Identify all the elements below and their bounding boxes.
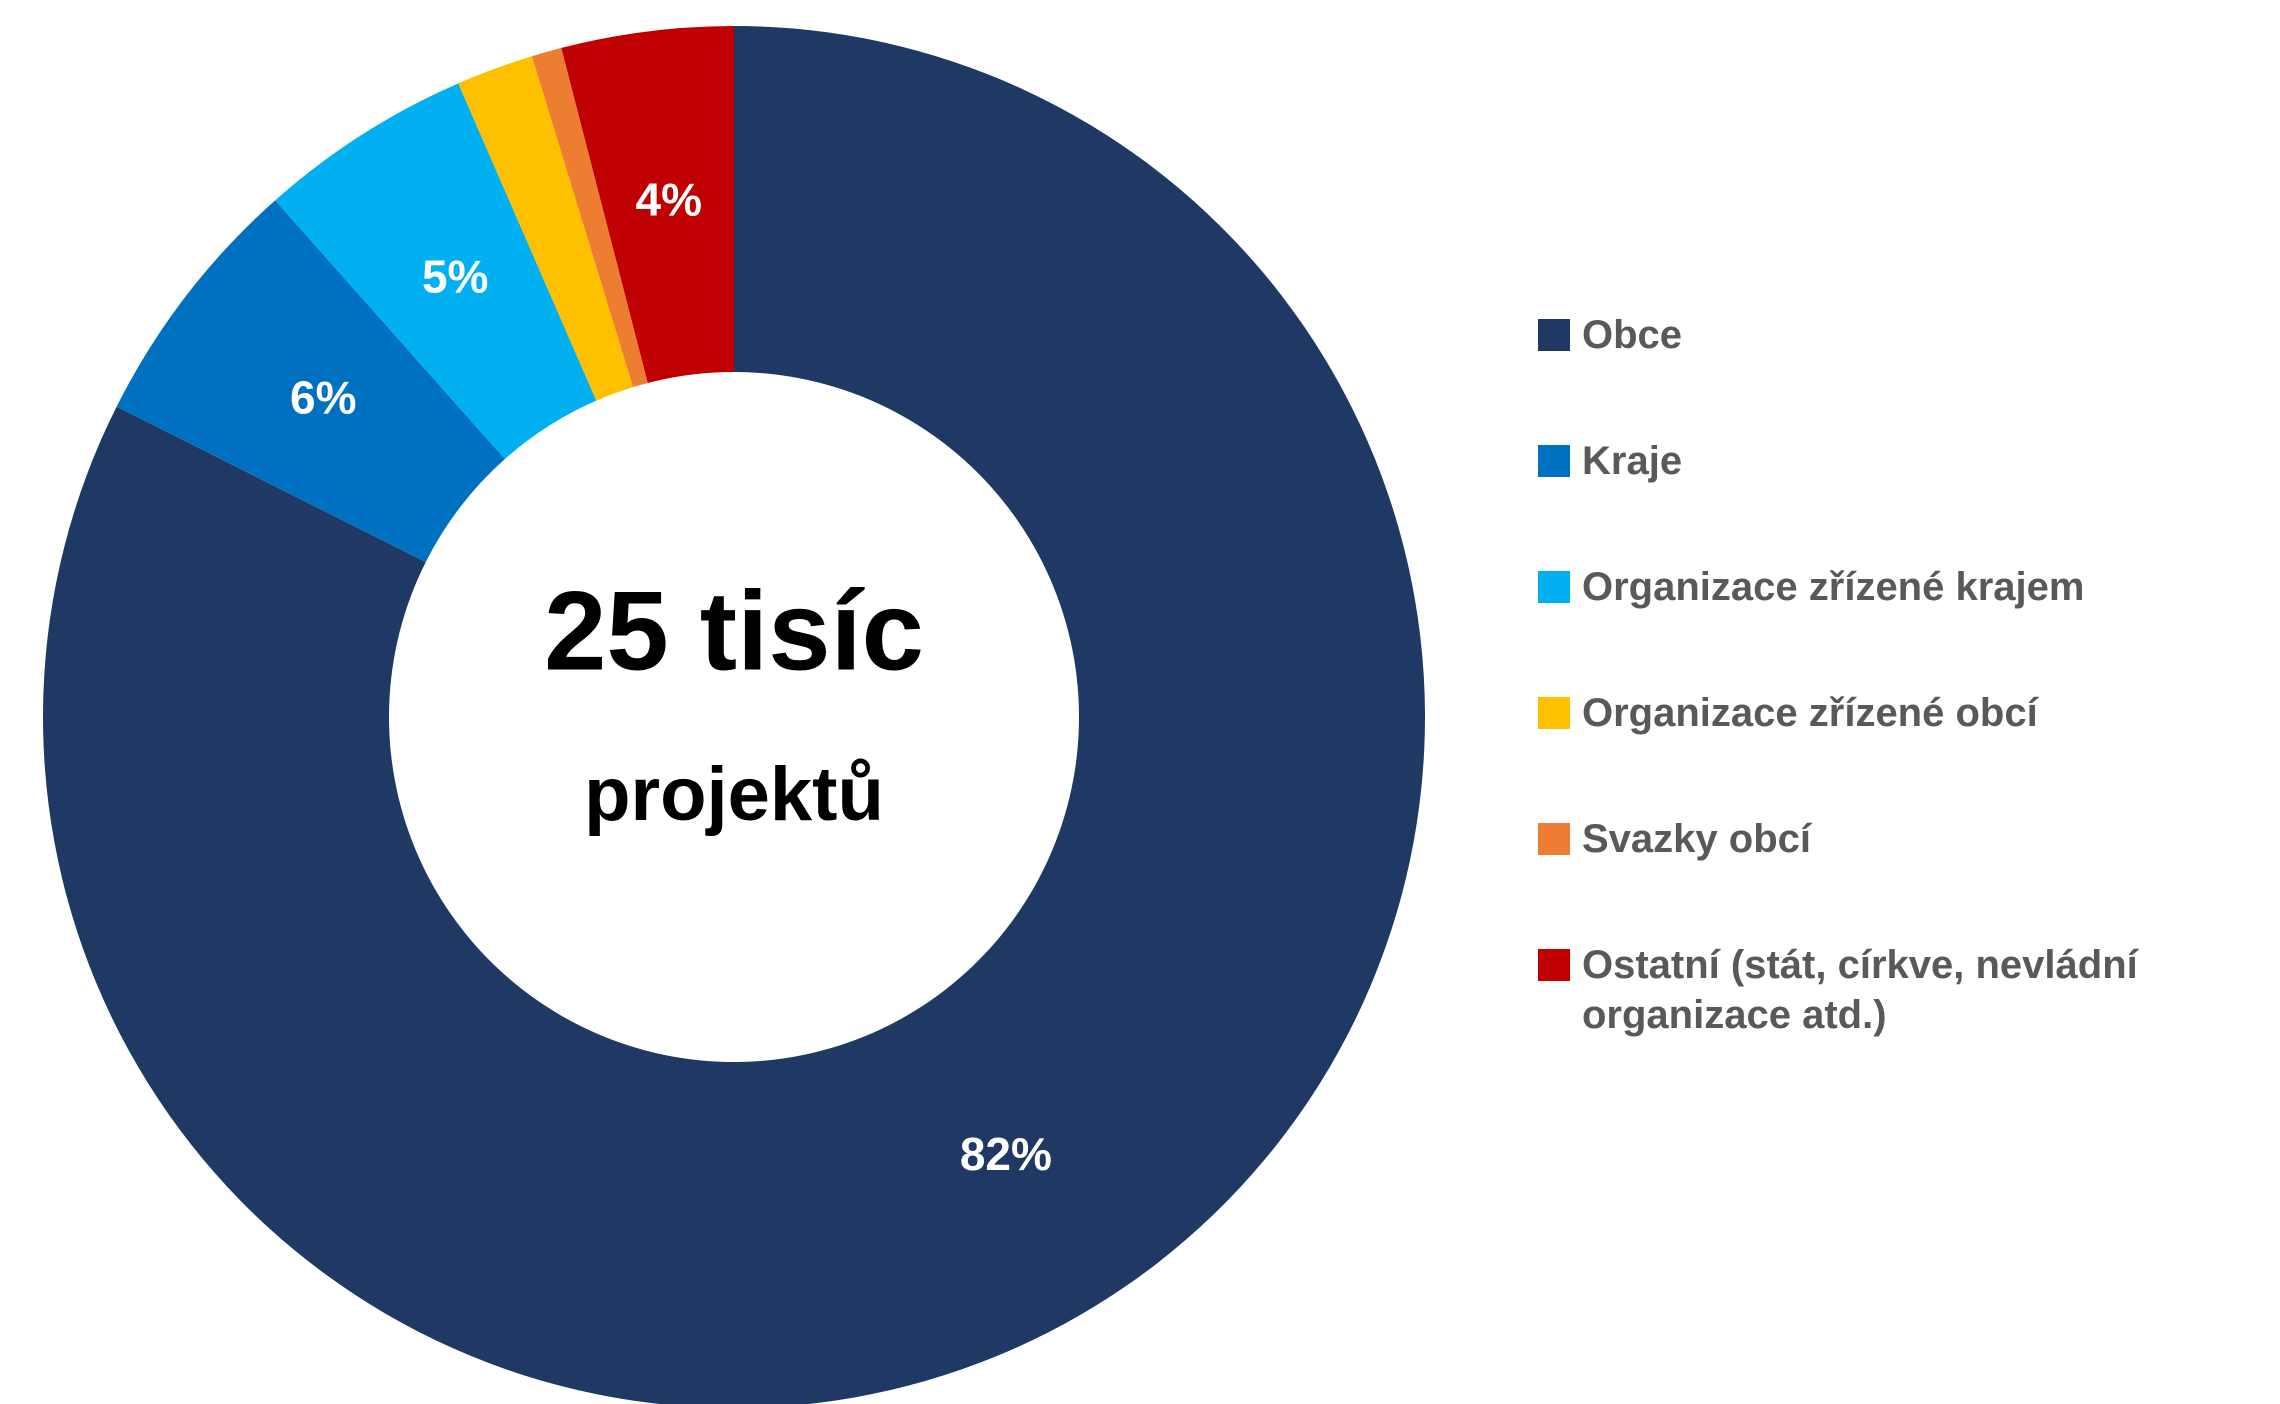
legend-item: Kraje bbox=[1538, 436, 2278, 562]
legend-label: Ostatní (stát, církve, nevládní organiza… bbox=[1582, 943, 2138, 1037]
value-label: 5% bbox=[422, 251, 488, 303]
legend-label: Kraje bbox=[1582, 439, 1683, 483]
value-label: 4% bbox=[636, 173, 702, 225]
legend-item: Organizace zřízené obcí bbox=[1538, 688, 2278, 814]
legend-swatch bbox=[1538, 445, 1570, 477]
legend-swatch bbox=[1538, 697, 1570, 729]
legend-item: Organizace zřízené krajem bbox=[1538, 562, 2278, 688]
legend-swatch bbox=[1538, 823, 1570, 855]
slice bbox=[275, 83, 597, 460]
legend-swatch bbox=[1538, 949, 1570, 981]
legend: Obce Kraje Organizace zřízené krajem Organi… bbox=[1538, 310, 2278, 1066]
value-label: 6% bbox=[290, 372, 356, 424]
legend-label: Obce bbox=[1582, 313, 1683, 357]
legend-label: Organizace zřízené krajem bbox=[1582, 565, 2085, 609]
center-text: 25 tisíc bbox=[544, 569, 924, 694]
legend-item: Svazky obcí bbox=[1538, 814, 2278, 940]
legend-item: Ostatní (stát, církve, nevládní organiza… bbox=[1538, 940, 2278, 1066]
slice bbox=[561, 26, 734, 383]
slice bbox=[43, 26, 1425, 1404]
legend-label: Organizace zřízené obcí bbox=[1582, 691, 2038, 735]
legend-label: Svazky obcí bbox=[1582, 817, 1812, 861]
slice bbox=[116, 200, 505, 563]
legend-swatch bbox=[1538, 571, 1570, 603]
slice bbox=[458, 56, 634, 401]
slice bbox=[531, 47, 648, 388]
legend-item: Obce bbox=[1538, 310, 2278, 436]
value-label: 82% bbox=[960, 1128, 1052, 1180]
center-text: projektů bbox=[584, 752, 884, 837]
legend-swatch bbox=[1538, 319, 1570, 351]
